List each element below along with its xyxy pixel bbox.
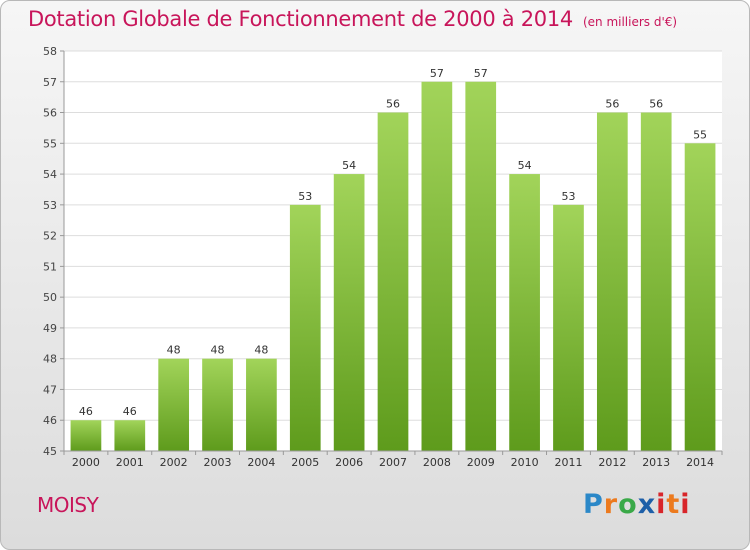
value-label: 46: [123, 405, 137, 418]
bar: [70, 420, 102, 451]
bar: [377, 112, 409, 452]
value-labels: 46 46 48 48 48 53 54 56 57 57 54 53 56 56 55: [79, 67, 707, 418]
y-tick-label: 54: [43, 168, 57, 181]
bar: [509, 174, 540, 452]
x-tick-label: 2014: [686, 456, 714, 469]
x-tick-label: 2010: [511, 456, 539, 469]
y-tick-label: 58: [43, 45, 57, 58]
value-label: 57: [474, 67, 488, 80]
x-tick-label: 2005: [291, 456, 319, 469]
value-label: 55: [693, 128, 707, 141]
y-tick-label: 56: [43, 107, 57, 120]
x-tick-label: 2000: [72, 456, 100, 469]
chart-title: Dotation Globale de Fonctionnement de 20…: [28, 7, 677, 31]
y-tick-label: 49: [43, 322, 57, 335]
bar: [333, 174, 365, 452]
commune-name: MOISY: [37, 493, 99, 517]
bar: [158, 358, 190, 451]
value-label: 48: [167, 344, 181, 357]
bar: [684, 143, 716, 452]
value-label: 54: [342, 159, 356, 172]
y-tick-label: 51: [43, 260, 57, 273]
y-axis-ticks: 45 46 47 48 49 50 51 52 53 54 55 56 57 58: [43, 45, 64, 458]
bar: [553, 204, 584, 451]
x-tick-label: 2007: [379, 456, 407, 469]
bar: [202, 358, 233, 451]
y-tick-label: 47: [43, 383, 57, 396]
x-tick-label: 2006: [335, 456, 363, 469]
chart-unit: (en milliers d'€): [582, 15, 678, 29]
value-label: 56: [605, 98, 619, 111]
x-tick-label: 2011: [554, 456, 582, 469]
x-tick-label: 2001: [116, 456, 144, 469]
y-tick-label: 50: [43, 291, 57, 304]
chart-title-text: Dotation Globale de Fonctionnement de 20…: [28, 7, 573, 31]
y-tick-label: 57: [43, 76, 57, 89]
bar: [421, 81, 453, 452]
y-tick-label: 45: [43, 445, 57, 458]
bar: [289, 204, 321, 451]
value-label: 48: [211, 344, 225, 357]
bars: [70, 81, 716, 452]
proxiti-logo: Proxiti: [583, 489, 691, 520]
value-label: 57: [430, 67, 444, 80]
x-axis-ticks: 2000 2001 2002 2003 2004 2005 2006 2007 2008 2009…: [63, 451, 723, 469]
x-tick-label: 2008: [423, 456, 451, 469]
value-label: 53: [298, 190, 312, 203]
x-tick-label: 2012: [598, 456, 626, 469]
y-tick-label: 48: [43, 353, 57, 366]
bar: [114, 420, 146, 451]
value-label: 46: [79, 405, 93, 418]
x-tick-label: 2003: [204, 456, 232, 469]
y-tick-label: 52: [43, 230, 57, 243]
x-tick-label: 2009: [467, 456, 495, 469]
bar: [465, 81, 497, 452]
y-tick-label: 55: [43, 137, 57, 150]
value-label: 54: [518, 159, 532, 172]
bar: [640, 112, 672, 452]
y-tick-label: 53: [43, 199, 57, 212]
x-tick-label: 2004: [247, 456, 275, 469]
bar: [246, 358, 277, 451]
x-tick-label: 2013: [642, 456, 670, 469]
value-label: 48: [254, 344, 268, 357]
x-tick-label: 2002: [160, 456, 188, 469]
value-label: 53: [561, 190, 575, 203]
value-label: 56: [649, 98, 663, 111]
y-tick-label: 46: [43, 414, 57, 427]
bar: [596, 112, 628, 452]
value-label: 56: [386, 98, 400, 111]
